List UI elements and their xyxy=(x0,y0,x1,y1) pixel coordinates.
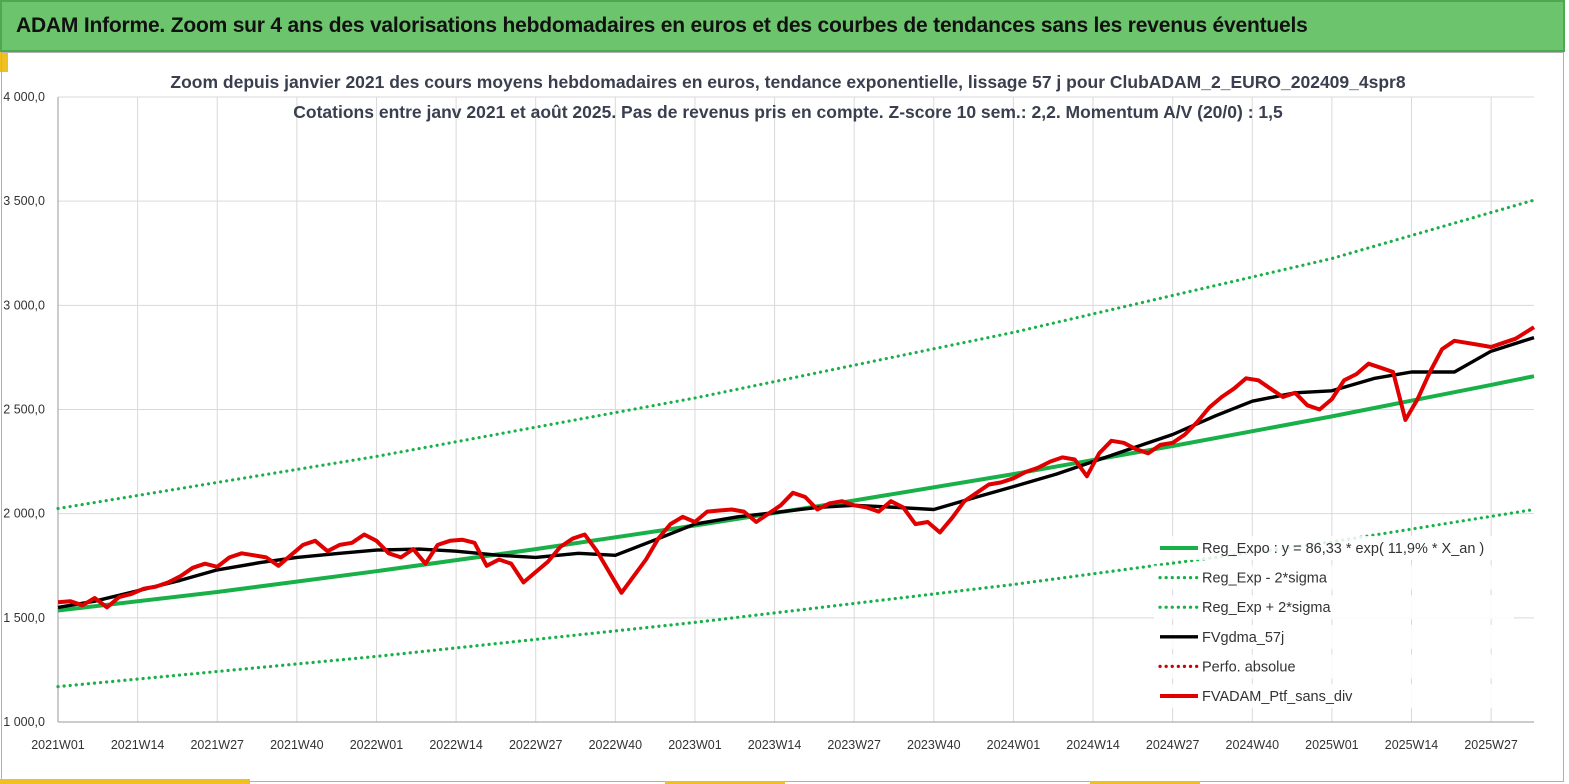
chart-grid xyxy=(57,96,1534,723)
series-line-5 xyxy=(57,325,1536,610)
y-tick-label: 2 500,0 xyxy=(3,403,45,417)
legend-backdrop xyxy=(1154,565,1514,590)
x-tick-label: 2021W40 xyxy=(270,738,324,752)
y-tick-label: 1 500,0 xyxy=(3,611,45,625)
x-tick-label: 2023W01 xyxy=(668,738,722,752)
x-tick-label: 2021W27 xyxy=(190,738,244,752)
accent-mark-bottom-left xyxy=(0,779,250,784)
y-tick-label: 3 500,0 xyxy=(3,194,45,208)
x-axis-ticks: 2021W01 2021W14 2021W27 2021W40 2022W01 2022W… xyxy=(31,738,1518,752)
accent-mark-bottom-right xyxy=(1090,781,1200,784)
x-tick-label: 2024W27 xyxy=(1146,738,1200,752)
legend-label: FVADAM_Ptf_sans_div xyxy=(1202,689,1353,705)
x-tick-label: 2025W01 xyxy=(1305,738,1359,752)
legend-label: Reg_Expo : y = 86,33 * exp( 11,9% * X_an… xyxy=(1202,541,1484,557)
y-tick-label: 2 000,0 xyxy=(3,507,45,521)
x-tick-label: 2023W14 xyxy=(748,738,802,752)
chart-legend: Reg_Expo : y = 86,33 * exp( 11,9% * X_an… xyxy=(1154,536,1514,708)
x-tick-label: 2022W27 xyxy=(509,738,563,752)
x-tick-label: 2025W14 xyxy=(1385,738,1439,752)
x-tick-label: 2024W14 xyxy=(1066,738,1120,752)
x-tick-label: 2023W27 xyxy=(827,738,881,752)
header-banner: ADAM Informe. Zoom sur 4 ans des valoris… xyxy=(0,0,1565,52)
x-tick-label: 2021W14 xyxy=(111,738,165,752)
legend-label: FVgdma_57j xyxy=(1202,630,1284,646)
series-line-2 xyxy=(56,198,1536,511)
legend-label: Perfo. absolue xyxy=(1202,659,1296,675)
x-tick-label: 2023W40 xyxy=(907,738,961,752)
legend-label: Reg_Exp - 2*sigma xyxy=(1202,571,1328,587)
legend-label: Reg_Exp + 2*sigma xyxy=(1202,600,1331,616)
y-tick-label: 3 000,0 xyxy=(3,298,45,312)
legend-backdrop xyxy=(1154,624,1514,649)
y-tick-label: 1 000,0 xyxy=(3,715,45,729)
x-tick-label: 2022W40 xyxy=(589,738,643,752)
y-axis-ticks: 1 000,0 1 500,0 2 000,0 2 500,0 3 000,0 3 500… xyxy=(3,90,45,729)
x-tick-label: 2022W14 xyxy=(429,738,483,752)
series-line-0 xyxy=(57,374,1535,613)
legend-backdrop xyxy=(1154,595,1514,620)
accent-mark-bottom-middle xyxy=(665,781,785,784)
legend-backdrop xyxy=(1154,536,1514,560)
legend-backdrop xyxy=(1154,684,1514,708)
accent-mark-top-left xyxy=(0,52,8,72)
x-tick-label: 2021W01 xyxy=(31,738,85,752)
chart-title: Zoom depuis janvier 2021 des cours moyen… xyxy=(170,72,1405,92)
legend-backdrop xyxy=(1154,654,1514,679)
chart-subtitle: Cotations entre janv 2021 et août 2025. … xyxy=(293,102,1283,122)
y-tick-label: 4 000,0 xyxy=(3,90,45,104)
x-tick-label: 2025W27 xyxy=(1464,738,1518,752)
header-title: ADAM Informe. Zoom sur 4 ans des valoris… xyxy=(16,14,1308,37)
x-tick-label: 2024W01 xyxy=(987,738,1041,752)
x-tick-label: 2022W01 xyxy=(350,738,404,752)
x-tick-label: 2024W40 xyxy=(1226,738,1280,752)
